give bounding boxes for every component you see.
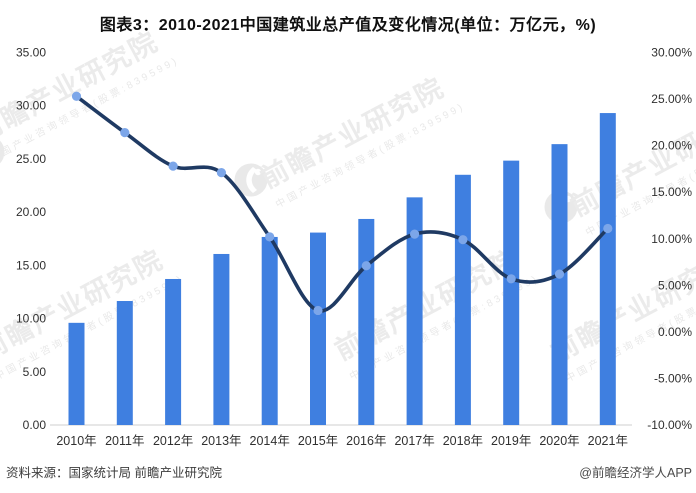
- right-axis-tick-label: 5.00%: [658, 278, 692, 292]
- x-axis-category-label: 2012年: [153, 434, 193, 448]
- bar: [599, 113, 616, 425]
- right-axis-tick-label: -5.00%: [654, 371, 692, 385]
- right-axis-tick-label: 20.00%: [651, 139, 692, 153]
- bar: [358, 218, 375, 425]
- right-axis-tick-label: 25.00%: [651, 92, 692, 106]
- x-axis-category-label: 2017年: [394, 434, 434, 448]
- watermark-logo-icon: [234, 163, 268, 197]
- bar: [165, 278, 182, 425]
- x-axis-category-label: 2013年: [201, 434, 241, 448]
- x-axis-category-label: 2016年: [346, 434, 386, 448]
- left-axis-tick-label: 0.00: [23, 418, 47, 432]
- right-axis-tick-label: 0.00%: [658, 325, 692, 339]
- x-axis-category-label: 2010年: [56, 434, 96, 448]
- line-marker: [168, 161, 178, 171]
- x-axis-category-label: 2014年: [250, 434, 290, 448]
- left-axis-tick-label: 25.00: [16, 152, 46, 166]
- bar: [406, 197, 423, 425]
- bar: [116, 301, 133, 425]
- right-axis-tick-label: 30.00%: [651, 46, 692, 60]
- line-marker: [361, 261, 371, 271]
- watermark-logo-icon: [0, 140, 5, 164]
- x-axis-category-label: 2020年: [539, 434, 579, 448]
- right-axis-tick-label: 10.00%: [651, 232, 692, 246]
- x-axis-category-label: 2015年: [298, 434, 338, 448]
- bar: [454, 174, 471, 425]
- x-axis-category-label: 2019年: [491, 434, 531, 448]
- left-axis-tick-label: 5.00: [23, 365, 47, 379]
- left-axis-tick-label: 15.00: [16, 258, 46, 272]
- right-axis-tick-label: -10.00%: [647, 418, 692, 432]
- bar: [310, 232, 326, 425]
- left-axis-tick-label: 10.00: [16, 312, 46, 326]
- growth-line: [74, 94, 610, 313]
- right-axis-tick-label: 15.00%: [651, 185, 692, 199]
- line-marker: [265, 232, 275, 242]
- x-axis-category-label: 2021年: [588, 434, 628, 448]
- line-marker: [506, 274, 516, 284]
- line-marker: [603, 223, 613, 234]
- brand-note: @前瞻经济学人APP: [579, 466, 692, 480]
- bar: [503, 160, 520, 426]
- source-note: 资料来源：国家统计局 前瞻产业研究院: [6, 466, 222, 480]
- line-marker: [458, 235, 468, 245]
- line-marker: [216, 168, 226, 178]
- left-axis-tick-label: 20.00: [16, 205, 46, 219]
- x-axis-category-label: 2018年: [443, 434, 483, 448]
- bar: [213, 253, 230, 425]
- line-marker: [410, 229, 420, 239]
- line-marker: [313, 305, 323, 316]
- line-marker: [120, 127, 130, 138]
- left-axis-tick-label: 30.00: [16, 99, 46, 113]
- bar: [261, 236, 278, 425]
- chart-canvas: 35.00 30.00 25.00 20.00 15.00 10.00 5.00 0.00 30…: [16, 46, 692, 449]
- line-marker: [71, 91, 82, 101]
- x-axis-category-label: 2011年: [105, 434, 144, 448]
- line-marker: [554, 269, 565, 279]
- left-axis-tick-label: 35.00: [16, 46, 46, 60]
- page-title: 图表3：2010-2021中国建筑业总产值及变化情况(单位：万亿元，%): [99, 17, 597, 34]
- bar: [551, 144, 568, 425]
- bar: [68, 322, 85, 425]
